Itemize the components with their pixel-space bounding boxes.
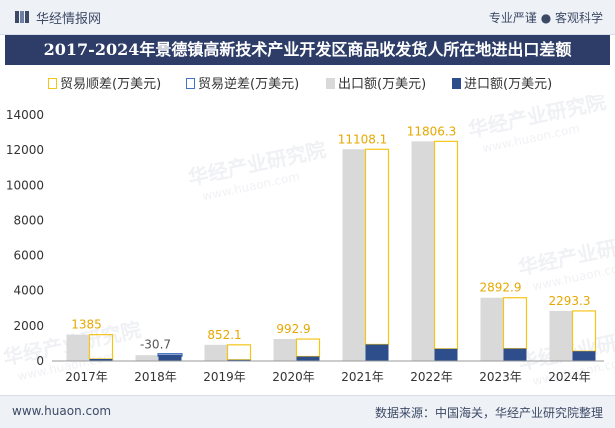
x-tick-label: 2024年 (548, 370, 591, 384)
import-bar (503, 348, 527, 361)
footer-bar: www.huaon.com 数据来源：中国海关，华经产业研究院整理 (0, 395, 615, 428)
surplus-bar (433, 140, 459, 350)
y-tick-label: 14000 (6, 108, 44, 122)
legend-item-export: 出口额(万美元) (326, 73, 426, 92)
import-bar (227, 359, 251, 361)
y-tick-label: 8000 (13, 213, 44, 227)
y-tick-label: 4000 (13, 284, 44, 298)
data-label: -30.7 (140, 338, 171, 352)
x-tick-label: 2021年 (341, 370, 384, 384)
legend-label-surplus: 贸易顺差(万美元) (60, 77, 162, 92)
chart-title: 2017-2024年景德镇高新技术产业开发区商品收发货人所在地进出口差额 (43, 40, 572, 59)
y-tick-label: 10000 (6, 178, 44, 192)
y-tick-label: 12000 (6, 143, 44, 157)
import-bar (296, 356, 320, 361)
chart-legend: 贸易顺差(万美元) 贸易逆差(万美元) 出口额(万美元) 进口额(万美元) (0, 73, 615, 93)
export-bar (204, 344, 228, 361)
legend-label-import: 进口额(万美元) (464, 77, 553, 92)
y-tick-label: 0 (36, 354, 44, 368)
data-label: 2892.9 (480, 281, 522, 295)
legend-label-export: 出口额(万美元) (338, 77, 427, 92)
legend-swatch-surplus (48, 78, 57, 89)
y-tick-label: 2000 (13, 319, 44, 333)
export-bar (549, 310, 573, 361)
legend-item-deficit: 贸易逆差(万美元) (186, 73, 299, 92)
data-label: 11108.1 (338, 132, 388, 146)
export-bar (66, 334, 90, 361)
import-bar (89, 358, 113, 361)
export-bar (480, 297, 504, 361)
footer-data-source: 数据来源：中国海关，华经产业研究院整理 (374, 406, 603, 420)
legend-swatch-deficit (186, 78, 195, 89)
data-label: 1385 (71, 318, 102, 332)
data-label: 11806.3 (407, 124, 457, 138)
legend-label-deficit: 贸易逆差(万美元) (198, 77, 300, 92)
x-tick-label: 2017年 (65, 370, 108, 384)
export-bar (342, 149, 366, 361)
legend-item-import: 进口额(万美元) (452, 73, 552, 92)
bar-chart: 华经产业研究院www.huaon.com华经产业研究院www.huaon.com… (1, 95, 615, 388)
chart-title-bar: 2017-2024年景德镇高新技术产业开发区商品收发货人所在地进出口差额 (5, 35, 610, 65)
x-tick-label: 2019年 (203, 370, 246, 384)
export-bar (273, 339, 297, 361)
export-bar (411, 141, 435, 361)
huajing-logo-icon (15, 11, 29, 23)
surplus-bar (295, 338, 321, 358)
data-label: 852.1 (207, 328, 241, 342)
header-bar: 华经情报网 专业严谨 ● 客观科学 (0, 0, 615, 35)
data-label: 2293.3 (549, 294, 591, 308)
x-tick-label: 2023年 (479, 370, 522, 384)
legend-swatch-import (452, 78, 461, 89)
import-bar (572, 351, 596, 361)
footer-site-url: www.huaon.com (12, 404, 112, 418)
data-label: 992.9 (276, 322, 310, 336)
x-tick-label: 2020年 (272, 370, 315, 384)
import-bar (158, 354, 182, 361)
import-bar (365, 344, 389, 361)
import-bar (434, 348, 458, 361)
surplus-bar (364, 148, 390, 346)
brand-name: 华经情报网 (36, 12, 102, 27)
x-tick-label: 2022年 (410, 370, 453, 384)
y-tick-label: 6000 (13, 249, 44, 263)
export-bar (135, 355, 159, 361)
x-tick-label: 2018年 (134, 370, 177, 384)
surplus-bar (502, 297, 528, 350)
brand-tagline: 专业严谨 ● 客观科学 (488, 11, 603, 25)
legend-swatch-export (326, 78, 335, 89)
legend-item-surplus: 贸易顺差(万美元) (48, 73, 161, 92)
surplus-bar (226, 344, 252, 361)
